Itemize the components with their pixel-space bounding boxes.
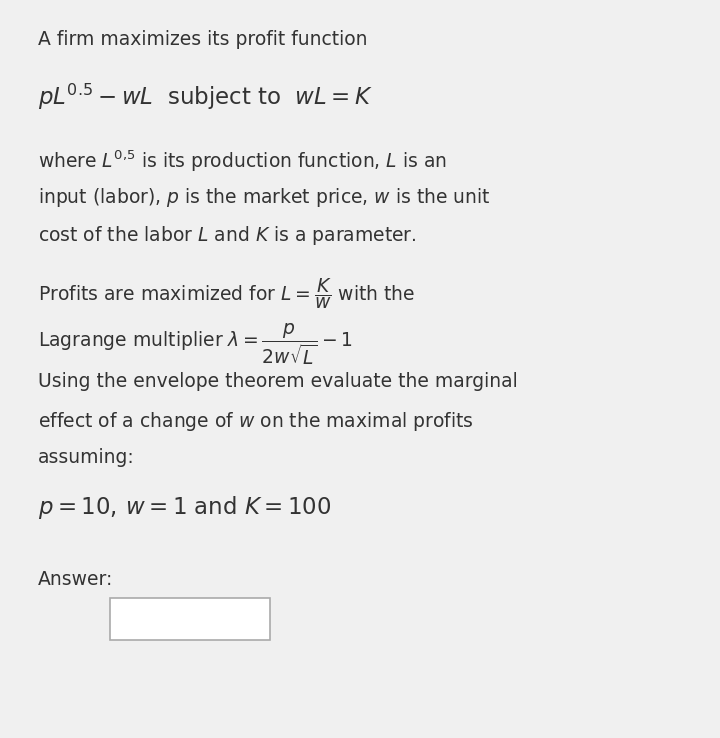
Text: $pL^{0.5} - wL$  subject to  $wL = K$: $pL^{0.5} - wL$ subject to $wL = K$: [38, 82, 373, 112]
Text: Lagrange multiplier $\lambda = \dfrac{p}{2w\sqrt{L}} - 1$: Lagrange multiplier $\lambda = \dfrac{p}…: [38, 322, 353, 367]
Text: $p = 10,\, w = 1$ and $K = 100$: $p = 10,\, w = 1$ and $K = 100$: [38, 494, 331, 521]
Text: input (labor), $p$ is the market price, $w$ is the unit: input (labor), $p$ is the market price, …: [38, 186, 490, 209]
Text: assuming:: assuming:: [38, 448, 135, 467]
Text: cost of the labor $L$ and $K$ is a parameter.: cost of the labor $L$ and $K$ is a param…: [38, 224, 416, 247]
Text: A firm maximizes its profit function: A firm maximizes its profit function: [38, 30, 367, 49]
FancyBboxPatch shape: [110, 598, 270, 640]
Text: Using the envelope theorem evaluate the marginal: Using the envelope theorem evaluate the …: [38, 372, 518, 391]
Text: where $L^{0{,}5}$ is its production function, $L$ is an: where $L^{0{,}5}$ is its production func…: [38, 148, 447, 173]
Text: effect of a change of $w$ on the maximal profits: effect of a change of $w$ on the maximal…: [38, 410, 474, 433]
Text: Answer:: Answer:: [38, 570, 113, 589]
Text: Profits are maximized for $L = \dfrac{K}{w}$ with the: Profits are maximized for $L = \dfrac{K}…: [38, 276, 415, 311]
